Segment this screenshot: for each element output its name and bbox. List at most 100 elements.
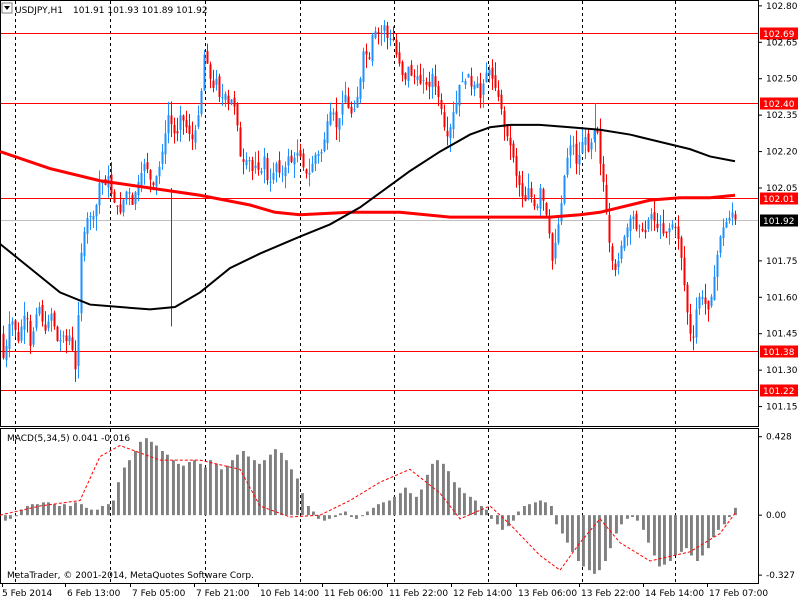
y-tick-label: 101.30 (766, 366, 798, 376)
bull-candle (140, 172, 143, 186)
price-axis: 102.80 102.65 102.50 102.35 102.20 102.05 101.… (758, 2, 798, 413)
bear-candle (392, 38, 395, 40)
bear-candle (350, 106, 353, 114)
x-tick-label: 7 Feb 21:00 (196, 589, 250, 599)
macd-bar (485, 509, 488, 516)
bear-candle (257, 162, 260, 170)
bull-candle (179, 115, 182, 130)
macd-bar (544, 502, 547, 516)
macd-bar (58, 506, 61, 516)
level-label-box (760, 97, 798, 110)
bull-candle (389, 38, 392, 40)
macd-bar (204, 467, 207, 516)
bear-candle (401, 61, 404, 76)
macd-bar (480, 506, 483, 516)
macd-bar (550, 506, 553, 516)
level-label: 102.69 (763, 30, 795, 40)
bear-candle (65, 335, 68, 341)
bull-candle (719, 236, 722, 253)
bear-candle (680, 237, 683, 258)
macd-tick-label: 0.00 (766, 511, 786, 521)
bear-candle (170, 115, 173, 125)
x-tick-label: 13 Feb 06:00 (518, 589, 577, 599)
macd-bar (431, 463, 434, 516)
bear-candle (674, 227, 677, 229)
macd-bar (312, 511, 315, 516)
bull-candle (626, 227, 629, 238)
macd-bar (658, 515, 661, 567)
macd-bar (571, 515, 574, 552)
bull-candle (554, 242, 557, 259)
bull-candle (326, 121, 329, 144)
bull-candle (308, 172, 311, 175)
bear-candle (398, 52, 401, 64)
bull-candle (125, 191, 128, 200)
bull-candle (332, 112, 335, 115)
copyright-text: MetaTrader, © 2001-2014, MetaQuotes Soft… (7, 571, 254, 581)
bear-candle (173, 124, 176, 134)
bull-candle (86, 217, 89, 234)
macd-bar (63, 504, 66, 516)
macd-bar (528, 504, 531, 516)
bull-candle (47, 321, 50, 328)
symbol-label: USDJPY,H1 (15, 6, 63, 16)
bull-candle (374, 31, 377, 38)
bear-candle (410, 64, 413, 76)
y-tick-label: 102.05 (766, 184, 798, 194)
time-axis: 5 Feb 2014 6 Feb 13:00 7 Feb 05:00 7 Feb 21… (2, 583, 768, 599)
macd-bar (53, 504, 56, 516)
bear-candle (470, 75, 473, 87)
macd-bar (134, 451, 137, 516)
triangle-down-icon (4, 6, 10, 10)
bull-candle (158, 166, 161, 177)
bull-candle (167, 115, 170, 134)
bull-candle (464, 81, 467, 85)
bear-candle (734, 214, 737, 220)
bear-candle (665, 231, 668, 233)
bull-candle (731, 212, 734, 218)
level-label: 101.22 (763, 387, 795, 397)
macd-bar (474, 500, 477, 516)
bull-candle (416, 76, 419, 80)
bull-candle (329, 111, 332, 125)
bear-candle (110, 174, 113, 195)
macd-bar (247, 456, 250, 516)
macd-bar (199, 463, 202, 516)
macd-bar (269, 454, 272, 516)
bull-candle (269, 181, 272, 183)
bear-candle (602, 163, 605, 182)
bear-candle (395, 39, 398, 55)
bull-candle (476, 83, 479, 88)
bull-candle (224, 93, 227, 100)
macd-bar (258, 463, 261, 516)
bull-candle (20, 326, 23, 341)
bear-candle (302, 153, 305, 168)
macd-bar (685, 515, 688, 549)
bear-candle (176, 131, 179, 134)
bear-candle (521, 183, 524, 197)
bear-candle (41, 305, 44, 322)
bear-candle (347, 96, 350, 108)
bull-candle (122, 199, 125, 213)
macd-bar (674, 515, 677, 556)
bear-candle (446, 130, 449, 137)
bull-candle (617, 260, 620, 268)
bull-candle (458, 84, 461, 106)
macd-bar (663, 515, 666, 565)
candles (2, 20, 737, 382)
ohlc-values: 101.91 101.93 101.89 101.92 (73, 6, 208, 16)
bull-candle (92, 215, 95, 220)
macd-bar (734, 507, 737, 516)
macd-bar (155, 445, 158, 516)
macd-bar (9, 515, 12, 519)
bull-candle (23, 315, 26, 330)
bull-candle (275, 163, 278, 173)
macd-bar (701, 515, 704, 556)
bull-candle (578, 154, 581, 165)
y-tick-label: 101.75 (766, 257, 798, 267)
macd-bar (458, 487, 461, 516)
bear-candle (689, 313, 692, 334)
bull-candle (164, 133, 167, 155)
bear-candle (236, 103, 239, 126)
